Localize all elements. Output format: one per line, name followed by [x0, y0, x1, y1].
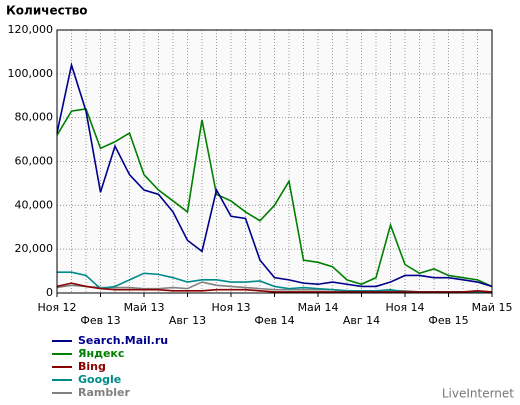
y-tick-label: 80,000	[15, 111, 54, 124]
legend-label: Search.Mail.ru	[78, 334, 168, 347]
series-line	[56, 61, 493, 288]
x-tick-label: Май 13	[124, 301, 165, 314]
x-tick-label: Фев 13	[80, 314, 120, 327]
x-tick-label: Май 15	[472, 301, 513, 314]
plot-border	[56, 29, 493, 294]
x-tick-label: Май 14	[298, 301, 339, 314]
x-tick-label: Авг 13	[169, 314, 206, 327]
y-tick-label: 0	[46, 286, 53, 299]
series-line	[56, 108, 493, 288]
y-tick-label: 100,000	[8, 67, 54, 80]
y-tick-label: 60,000	[15, 155, 54, 168]
legend-label: Bing	[78, 360, 106, 373]
x-tick-label: Авг 14	[343, 314, 380, 327]
x-tick-label: Ноя 14	[385, 301, 424, 314]
legend-label: Google	[78, 373, 121, 386]
y-tick-label: 20,000	[15, 242, 54, 255]
series-line	[56, 282, 493, 293]
x-tick-label: Ноя 12	[37, 301, 76, 314]
x-tick-label: Фев 15	[428, 314, 468, 327]
x-tick-label: Фев 14	[254, 314, 294, 327]
chart-title: Количество	[6, 4, 88, 18]
y-tick-label: 40,000	[15, 198, 54, 211]
brand: LiveInternet	[442, 387, 514, 401]
y-tick-label: 120,000	[8, 23, 54, 36]
legend-label: Rambler	[78, 386, 130, 399]
x-tick-label: Ноя 13	[211, 301, 250, 314]
legend-label: Яндекс	[78, 347, 124, 360]
